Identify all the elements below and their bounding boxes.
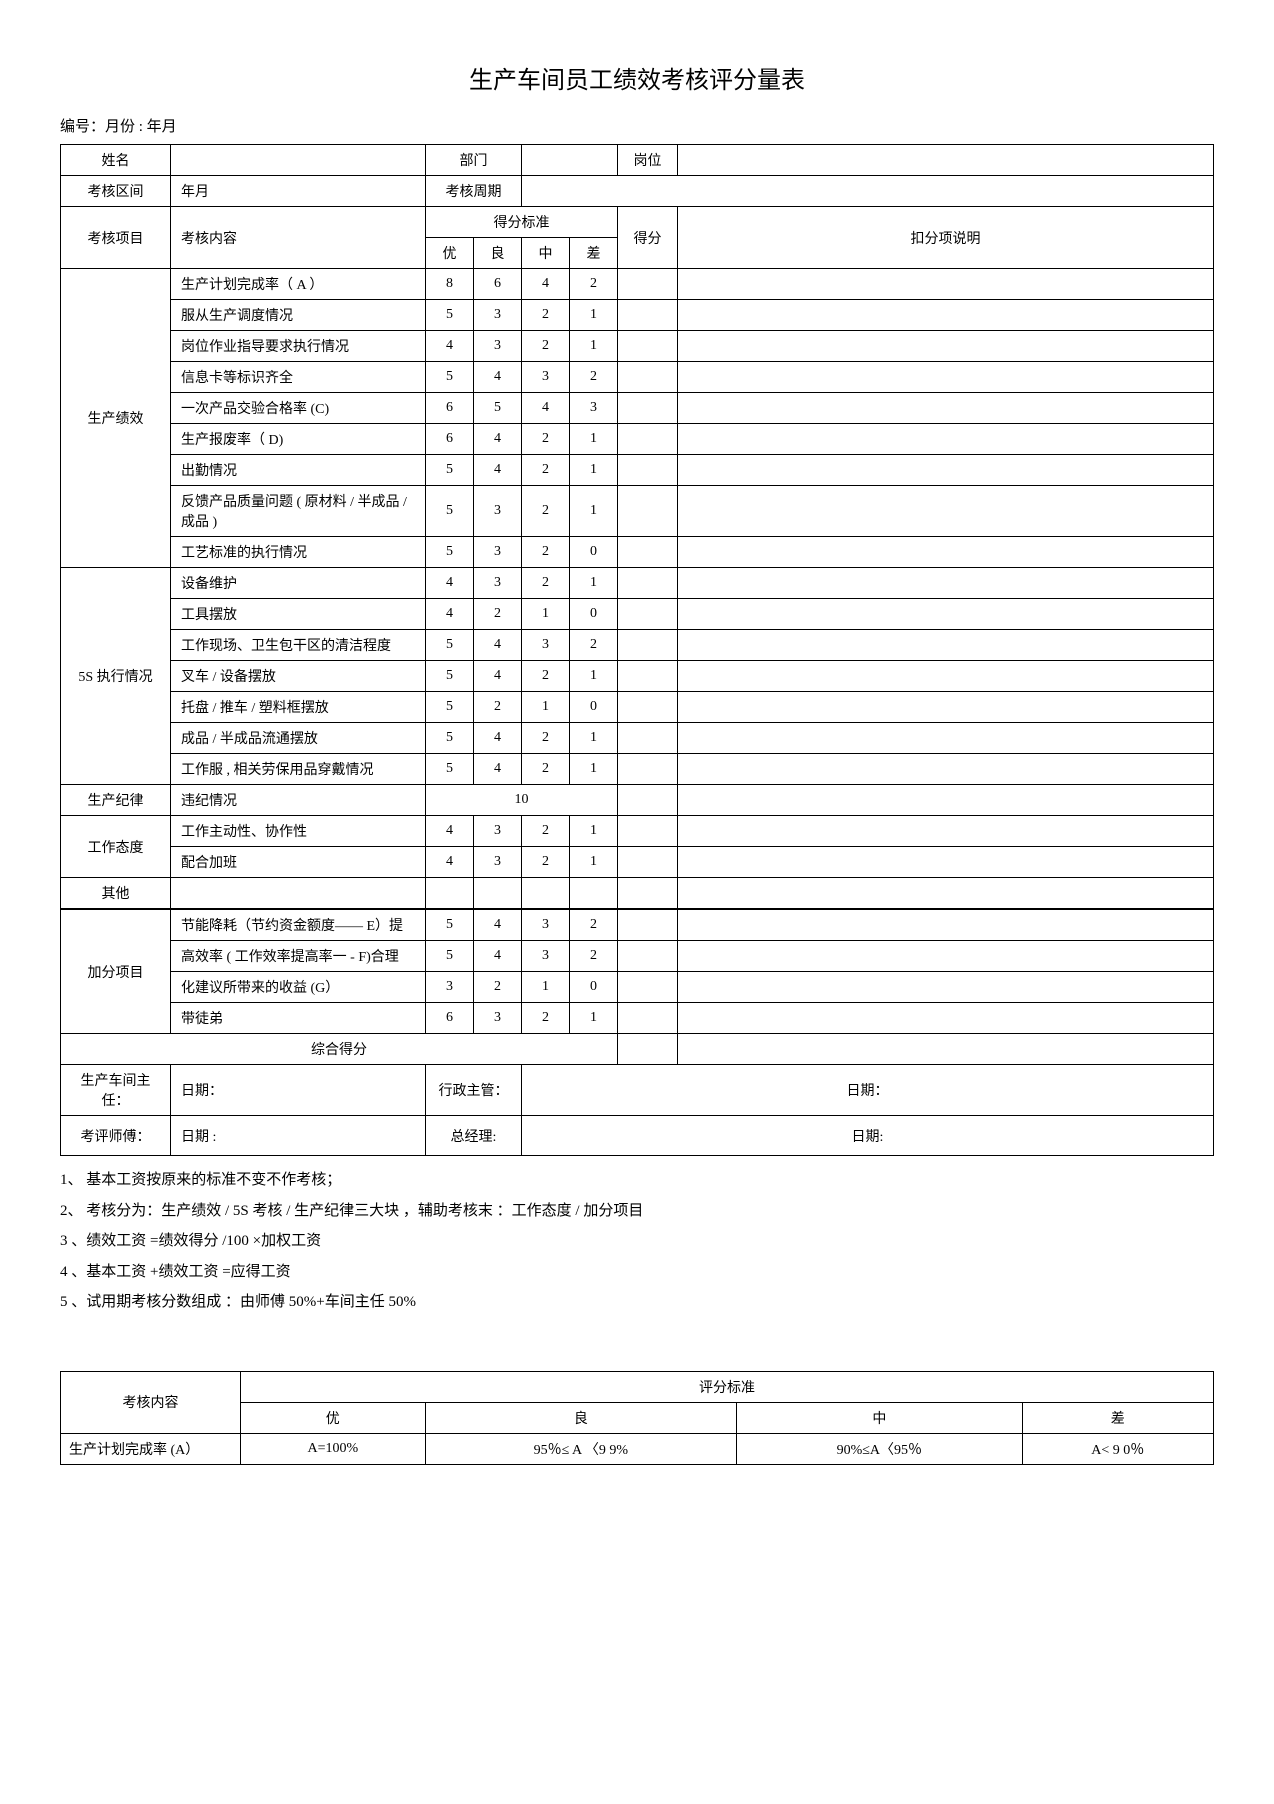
criteria-table: 考核内容 评分标准 优 良 中 差 生产计划完成率 (A） A=100% 95％… bbox=[60, 1371, 1214, 1465]
lower-content-label: 考核内容 bbox=[61, 1371, 241, 1433]
master-label: 考评师傅： bbox=[61, 1116, 171, 1156]
grade-zhong: 中 bbox=[522, 238, 570, 269]
section-total: 综合得分 bbox=[61, 1034, 618, 1065]
lower-row1-label: 生产计划完成率 (A） bbox=[61, 1433, 241, 1464]
section-discipline: 生产纪律 bbox=[61, 785, 171, 816]
section-prod: 生产绩效 bbox=[61, 269, 171, 568]
label-period: 考核周期 bbox=[426, 176, 522, 207]
lower-cha: 差 bbox=[1022, 1402, 1213, 1433]
table-row: 工作服 , 相关劳保用品穿戴情况5421 bbox=[61, 754, 1214, 785]
admin-sup-label: 行政主管： bbox=[426, 1065, 522, 1116]
table-row: 成品 / 半成品流通摆放5421 bbox=[61, 723, 1214, 754]
table-row: 服从生产调度情况5321 bbox=[61, 300, 1214, 331]
table-row: 综合得分 bbox=[61, 1034, 1214, 1065]
lower-you: 优 bbox=[241, 1402, 426, 1433]
row-content: 生产计划完成率（ A ） bbox=[171, 269, 426, 300]
date-label: 日期: bbox=[522, 1116, 1214, 1156]
table-row: 高效率 ( 工作效率提高率一 - F)合理5432 bbox=[61, 941, 1214, 972]
table-row: 工艺标准的执行情况5320 bbox=[61, 537, 1214, 568]
table-row: 叉车 / 设备摆放5421 bbox=[61, 661, 1214, 692]
shop-sup-label: 生产车间主任： bbox=[61, 1065, 171, 1116]
label-dept: 部门 bbox=[426, 145, 522, 176]
note-1: 1、 基本工资按原来的标准不变不作考核； bbox=[60, 1166, 1214, 1195]
lower-liang: 良 bbox=[425, 1402, 736, 1433]
label-post: 岗位 bbox=[618, 145, 678, 176]
table-row: 化建议所带来的收益 (G）3210 bbox=[61, 972, 1214, 1003]
table-row: 信息卡等标识齐全5432 bbox=[61, 362, 1214, 393]
note-5: 5 、试用期考核分数组成 ：由师傅 50%+车间主任 50% bbox=[60, 1288, 1214, 1317]
table-row: 生产绩效 生产计划完成率（ A ） 8642 bbox=[61, 269, 1214, 300]
grade-liang: 良 bbox=[474, 238, 522, 269]
note-2: 2、 考核分为：生产绩效 / 5S 考核 / 生产纪律三大块 ，辅助考核末 ：工… bbox=[60, 1197, 1214, 1226]
label-score: 得分 bbox=[618, 207, 678, 269]
lower-zhong: 中 bbox=[737, 1402, 1023, 1433]
label-interval: 考核区间 bbox=[61, 176, 171, 207]
date-label: 日期 : bbox=[171, 1116, 426, 1156]
main-table: 姓名 部门 岗位 考核区间 年月 考核周期 考核项目 考核内容 得分标准 得分 … bbox=[60, 144, 1214, 1156]
table-row: 生产纪律 违纪情况 10 bbox=[61, 785, 1214, 816]
date-label: 日期： bbox=[522, 1065, 1214, 1116]
page-title: 生产车间员工绩效考核评分量表 bbox=[60, 60, 1214, 95]
section-5s: 5S 执行情况 bbox=[61, 568, 171, 785]
table-row: 出勤情况5421 bbox=[61, 455, 1214, 486]
table-row: 5S 执行情况 设备维护4321 bbox=[61, 568, 1214, 599]
section-other: 其他 bbox=[61, 878, 171, 910]
gm-label: 总经理: bbox=[426, 1116, 522, 1156]
sign-row: 生产车间主任： 日期： 行政主管： 日期： bbox=[61, 1065, 1214, 1116]
note-4: 4 、基本工资 +绩效工资 =应得工资 bbox=[60, 1258, 1214, 1287]
doc-number: 编号：月份 : 年月 bbox=[60, 115, 1214, 136]
grade-you: 优 bbox=[426, 238, 474, 269]
table-row: 加分项目 节能降耗（节约资金额度—— E）提5432 bbox=[61, 909, 1214, 941]
section-bonus: 加分项目 bbox=[61, 909, 171, 1034]
label-name: 姓名 bbox=[61, 145, 171, 176]
val-interval: 年月 bbox=[171, 176, 426, 207]
table-row: 生产报废率（ D)6421 bbox=[61, 424, 1214, 455]
label-scorestd: 得分标准 bbox=[426, 207, 618, 238]
table-row: 配合加班4321 bbox=[61, 847, 1214, 878]
lower-std-label: 评分标准 bbox=[241, 1371, 1214, 1402]
table-row: 带徒弟6321 bbox=[61, 1003, 1214, 1034]
table-row: 托盘 / 推车 / 塑料框摆放5210 bbox=[61, 692, 1214, 723]
table-row: 工作现场、卫生包干区的清洁程度5432 bbox=[61, 630, 1214, 661]
table-row: 反馈产品质量问题 ( 原材料 / 半成品 / 成品 )5321 bbox=[61, 486, 1214, 537]
label-deduct: 扣分项说明 bbox=[678, 207, 1214, 269]
label-item: 考核项目 bbox=[61, 207, 171, 269]
grade-cha: 差 bbox=[570, 238, 618, 269]
label-content: 考核内容 bbox=[171, 207, 426, 269]
section-attitude: 工作态度 bbox=[61, 816, 171, 878]
table-row: 工作态度 工作主动性、协作性4321 bbox=[61, 816, 1214, 847]
note-3: 3 、绩效工资 =绩效得分 /100 ×加权工资 bbox=[60, 1227, 1214, 1256]
table-row: 一次产品交验合格率 (C)6543 bbox=[61, 393, 1214, 424]
notes: 1、 基本工资按原来的标准不变不作考核； 2、 考核分为：生产绩效 / 5S 考… bbox=[60, 1166, 1214, 1317]
table-row: 生产计划完成率 (A） A=100% 95％≤ A 〈9 9% 90%≤A〈95… bbox=[61, 1433, 1214, 1464]
table-row: 工具摆放4210 bbox=[61, 599, 1214, 630]
table-row: 其他 bbox=[61, 878, 1214, 910]
date-label: 日期： bbox=[171, 1065, 426, 1116]
sign-row: 考评师傅： 日期 : 总经理: 日期: bbox=[61, 1116, 1214, 1156]
table-row: 岗位作业指导要求执行情况4321 bbox=[61, 331, 1214, 362]
